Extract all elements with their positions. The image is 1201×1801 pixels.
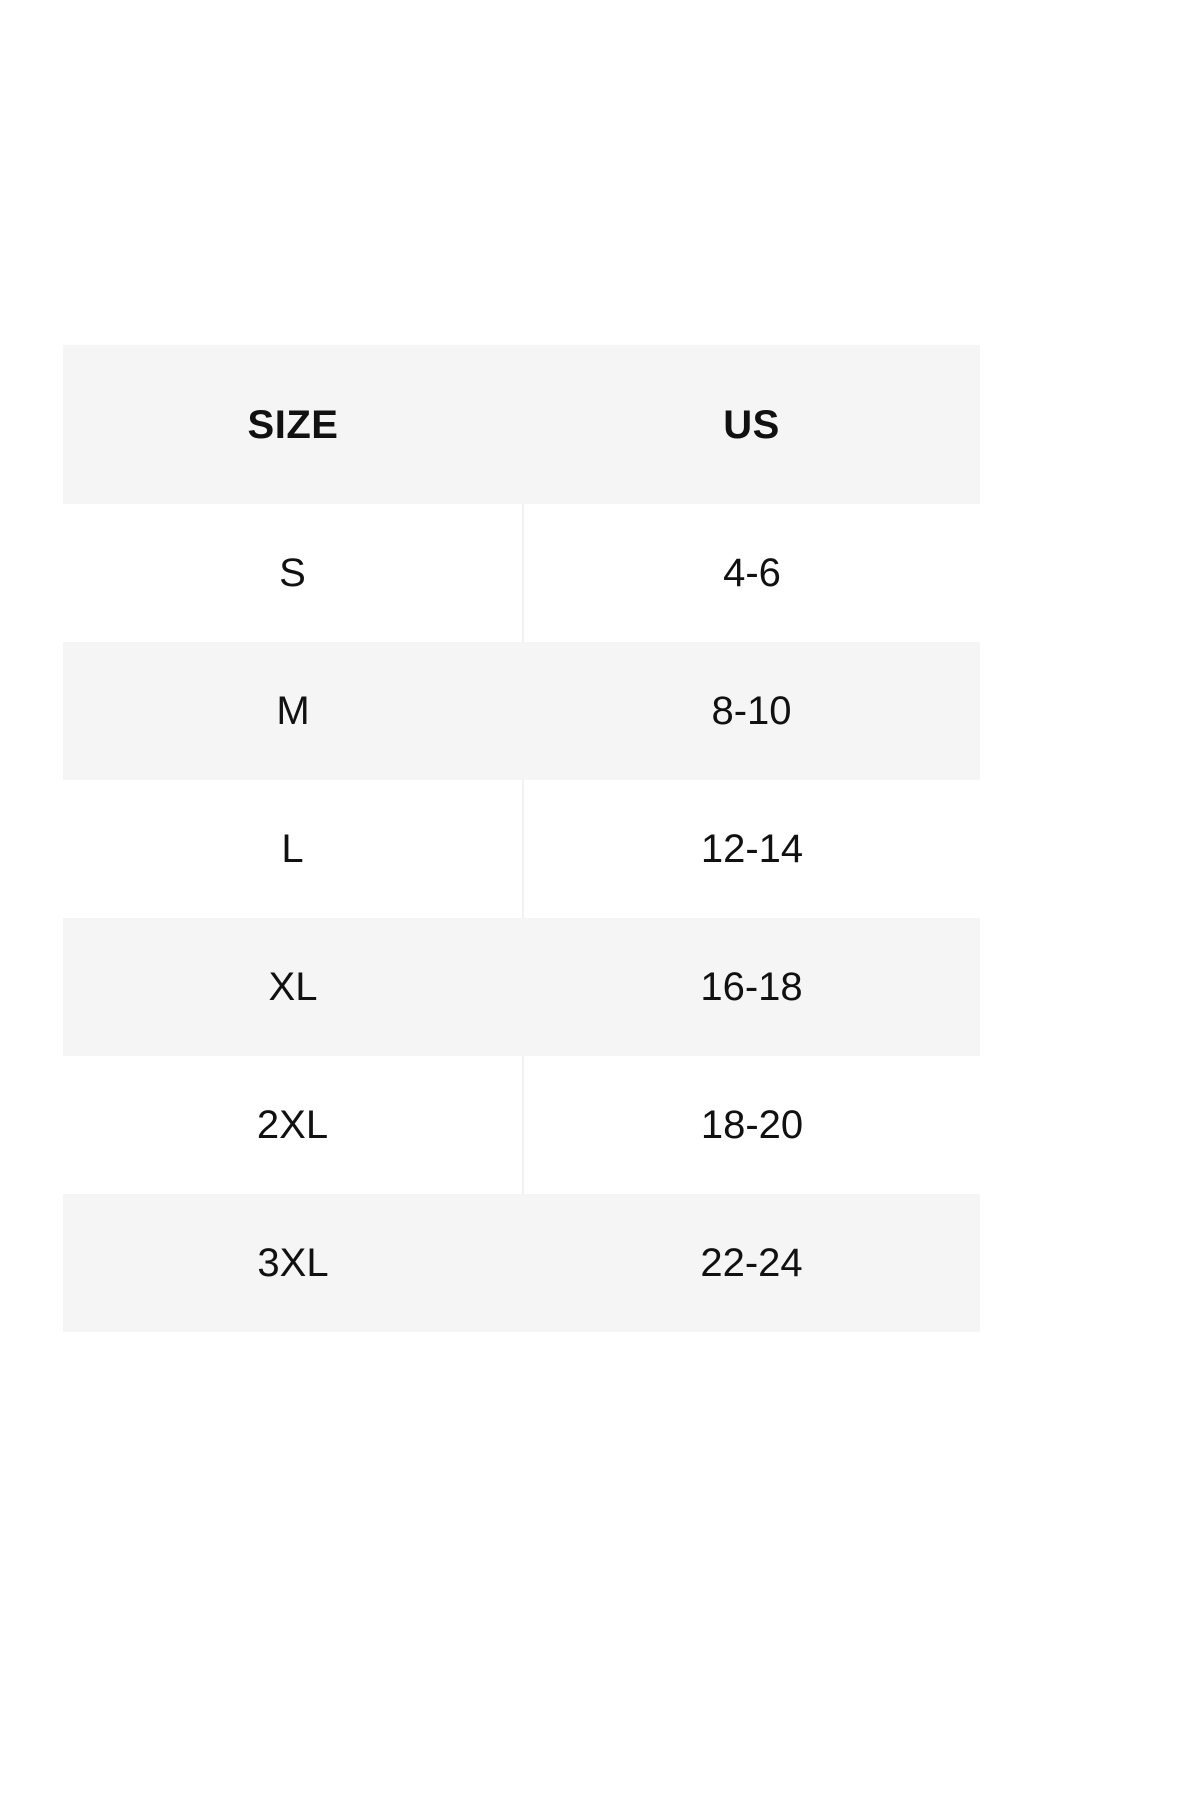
table-row: 2XL 18-20 [63,1056,980,1194]
cell-size: L [63,780,524,918]
table-row: L 12-14 [63,780,980,918]
cell-size: 3XL [257,1241,329,1285]
table-row: XL 16-18 [63,918,980,1056]
cell-size: XL [268,965,318,1009]
table-row: 3XL 22-24 [63,1194,980,1332]
table-header-row: SIZE US [63,345,980,504]
cell-size: M [276,689,310,733]
cell-size: 2XL [63,1056,524,1194]
cell-us: 12-14 [700,827,804,871]
column-header-size: SIZE [247,402,339,447]
column-header-us: US [723,402,780,447]
cell-us: 16-18 [700,965,803,1009]
cell-size: S [63,504,524,642]
table-header: SIZE US [63,345,980,504]
cell-us: 8-10 [711,689,792,733]
cell-us: 18-20 [700,1103,804,1147]
table-row: M 8-10 [63,642,980,780]
cell-us: 22-24 [700,1241,803,1285]
table-body: S 4-6 M 8-10 L 12-14 XL 16-18 2XL 18-20 … [63,504,980,1332]
size-chart-table: SIZE US S 4-6 M 8-10 L 12-14 XL 16-18 [63,345,980,1332]
cell-us: 4-6 [723,551,781,595]
table-row: S 4-6 [63,504,980,642]
